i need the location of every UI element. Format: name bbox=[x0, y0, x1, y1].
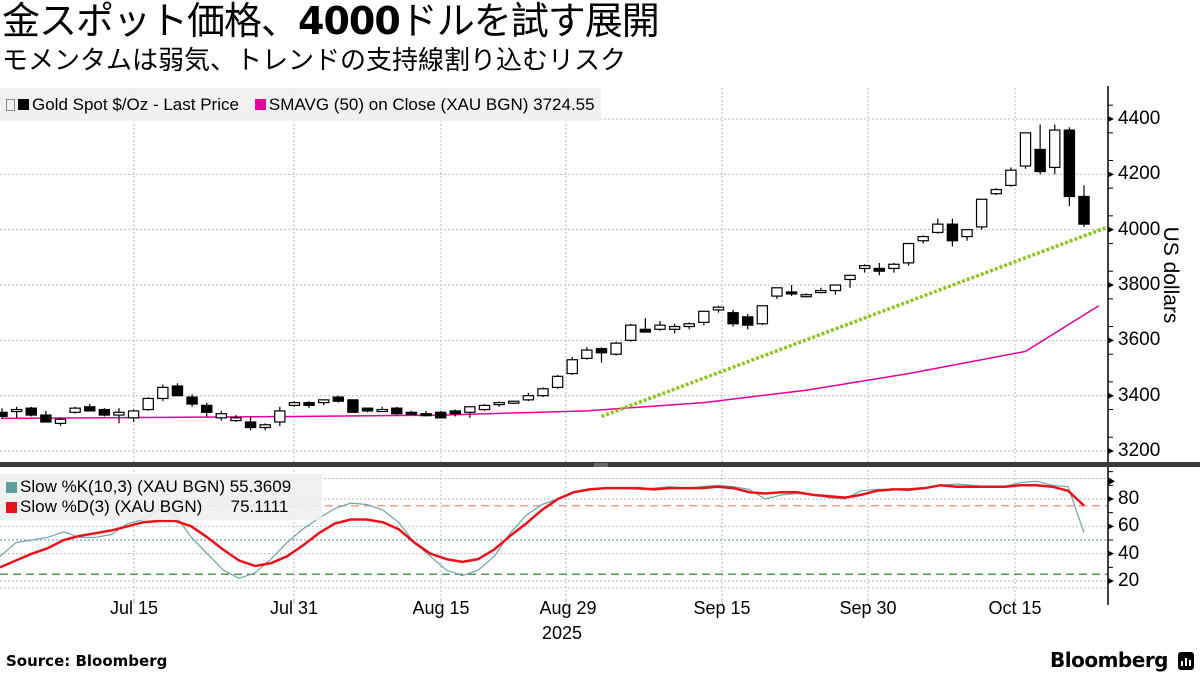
legend-swatch-price bbox=[18, 99, 29, 110]
bloomberg-logo-icon bbox=[1178, 652, 1194, 670]
y-tick-label: 3800 bbox=[1118, 274, 1161, 295]
y-tick-label: 3400 bbox=[1118, 385, 1161, 406]
legend-swatch-k bbox=[6, 481, 17, 493]
x-tick-label: Jul 15 bbox=[109, 598, 159, 618]
legend-swatch-smavg bbox=[254, 99, 266, 110]
x-year-label: 2025 bbox=[541, 623, 583, 643]
x-tick-label: Aug 15 bbox=[412, 598, 470, 618]
x-tick-label: Aug 29 bbox=[539, 598, 597, 618]
legend-smavg-label: SMAVG (50) on Close (XAU BGN) 3724.55 bbox=[268, 94, 595, 114]
y-tick-label: 4400 bbox=[1118, 108, 1161, 129]
stoch-tick-label: 80 bbox=[1118, 488, 1140, 509]
x-tick-label: Oct 15 bbox=[988, 598, 1042, 618]
legend-swatch-d bbox=[6, 501, 17, 513]
chart-subtitle: モメンタムは弱気、トレンドの支持線割り込むリスク bbox=[2, 46, 627, 76]
collapse-icon[interactable] bbox=[6, 98, 15, 111]
brand-logo-text: Bloomberg bbox=[1050, 648, 1168, 672]
y-axis-title: US dollars bbox=[1159, 226, 1182, 324]
y-tick-label: 3600 bbox=[1118, 329, 1161, 350]
y-tick-label: 3200 bbox=[1118, 440, 1161, 461]
stoch-tick-label: 60 bbox=[1118, 515, 1140, 536]
x-tick-label: Jul 31 bbox=[269, 598, 319, 618]
legend-price-label: Gold Spot $/Oz - Last Price bbox=[32, 94, 239, 114]
x-tick-label: Sep 30 bbox=[839, 598, 897, 618]
stoch-legend: Slow %K(10,3) (XAU BGN) 55.3609 Slow %D(… bbox=[0, 474, 322, 520]
legend-d-label: Slow %D(3) (XAU BGN) 75.1111 bbox=[20, 497, 289, 516]
stoch-tick-label: 40 bbox=[1118, 543, 1140, 564]
y-tick-label: 4200 bbox=[1118, 163, 1161, 184]
y-tick-label: 4000 bbox=[1118, 219, 1161, 240]
main-legend: Gold Spot $/Oz - Last Price SMAVG (50) o… bbox=[0, 88, 601, 121]
legend-k-label: Slow %K(10,3) (XAU BGN) 55.3609 bbox=[20, 477, 292, 496]
x-tick-label: Sep 15 bbox=[693, 598, 751, 618]
source-note: Source: Bloomberg bbox=[6, 652, 168, 670]
chart-title: 金スポット価格、4000ドルを試す展開 bbox=[2, 0, 660, 43]
stoch-tick-label: 20 bbox=[1118, 570, 1140, 591]
